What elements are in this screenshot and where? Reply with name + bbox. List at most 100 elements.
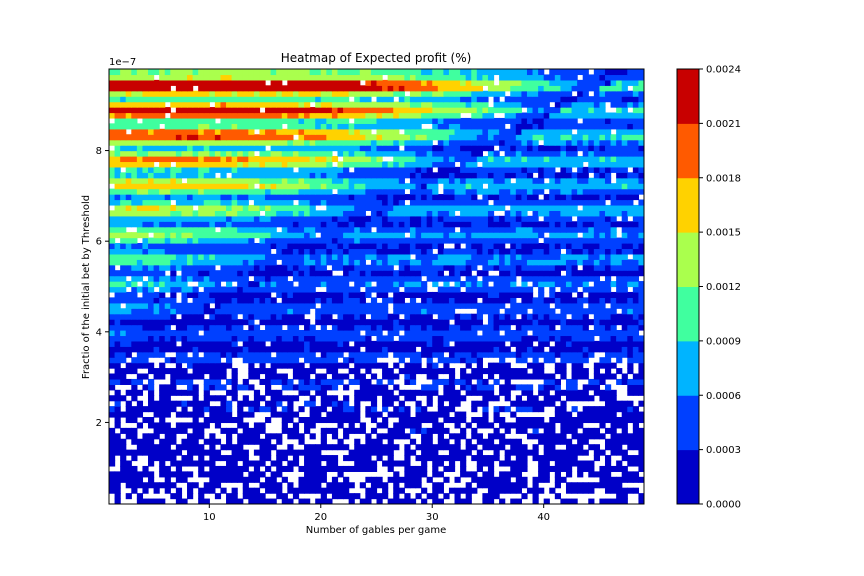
heatmap-cell	[387, 411, 394, 418]
heatmap-cell	[237, 351, 244, 358]
heatmap-cell	[493, 444, 500, 451]
heatmap-cell	[382, 232, 389, 239]
heatmap-cell	[343, 248, 350, 255]
heatmap-cell	[159, 465, 166, 472]
heatmap-cell	[432, 161, 439, 168]
heatmap-cell	[426, 177, 433, 184]
heatmap-cell	[281, 264, 288, 271]
heatmap-cell	[220, 156, 227, 163]
heatmap-cell	[409, 286, 417, 293]
heatmap-cell	[387, 373, 394, 380]
heatmap-cell	[337, 172, 344, 179]
heatmap-cell	[292, 156, 300, 163]
heatmap-cell	[125, 319, 132, 326]
heatmap-cell	[604, 411, 612, 418]
heatmap-cell	[348, 204, 355, 211]
heatmap-cell	[298, 465, 305, 472]
heatmap-cell	[476, 357, 483, 364]
heatmap-cell	[287, 460, 294, 467]
heatmap-cell	[326, 248, 333, 255]
heatmap-cell	[638, 417, 644, 424]
heatmap-cell	[136, 482, 144, 489]
heatmap-cell	[621, 335, 628, 342]
heatmap-cell	[482, 395, 489, 402]
heatmap-cell	[621, 291, 628, 298]
heatmap-cell	[376, 498, 383, 504]
heatmap-cell	[482, 498, 489, 504]
heatmap-cell	[398, 351, 405, 358]
heatmap-cell	[136, 194, 144, 201]
heatmap-cell	[164, 330, 171, 337]
heatmap-cell	[320, 313, 327, 320]
heatmap-cell	[543, 400, 550, 407]
heatmap-cell	[443, 281, 450, 288]
heatmap-cell	[170, 221, 177, 228]
heatmap-cell	[326, 319, 333, 326]
heatmap-cell	[476, 199, 483, 206]
heatmap-cell	[487, 248, 495, 255]
heatmap-cell	[604, 395, 612, 402]
heatmap-cell	[315, 161, 322, 168]
heatmap-cell	[465, 346, 472, 353]
heatmap-cell	[292, 384, 300, 391]
heatmap-cell	[231, 493, 238, 500]
heatmap-cell	[387, 455, 394, 462]
heatmap-cell	[382, 243, 389, 250]
heatmap-cell	[565, 378, 573, 385]
heatmap-cell	[348, 319, 355, 326]
heatmap-cell	[510, 444, 517, 451]
heatmap-cell	[409, 465, 417, 472]
heatmap-cell	[460, 204, 467, 211]
heatmap-cell	[315, 378, 322, 385]
heatmap-cell	[292, 286, 300, 293]
heatmap-cell	[448, 351, 456, 358]
heatmap-cell	[437, 286, 444, 293]
heatmap-cell	[192, 427, 199, 434]
heatmap-cell	[393, 204, 400, 211]
heatmap-cell	[331, 286, 339, 293]
heatmap-cell	[448, 417, 456, 424]
heatmap-cell	[343, 308, 350, 315]
heatmap-cell	[120, 199, 127, 206]
heatmap-cell	[393, 188, 400, 195]
heatmap-cell	[198, 226, 205, 233]
heatmap-cell	[153, 270, 160, 277]
heatmap-cell	[610, 406, 617, 413]
heatmap-cell	[571, 324, 578, 331]
heatmap-cell	[203, 259, 210, 266]
heatmap-cell	[376, 253, 383, 260]
heatmap-cell	[565, 482, 573, 489]
heatmap-cell	[604, 406, 612, 413]
heatmap-cell	[565, 204, 573, 211]
heatmap-cell	[331, 411, 339, 418]
heatmap-cell	[248, 183, 255, 190]
heatmap-cell	[120, 264, 127, 271]
heatmap-cell	[471, 346, 478, 353]
heatmap-cell	[136, 351, 144, 358]
heatmap-cell	[276, 482, 283, 489]
heatmap-cell	[532, 270, 539, 277]
heatmap-cell	[515, 330, 522, 337]
heatmap-cell	[120, 161, 127, 168]
heatmap-cell	[320, 324, 327, 331]
heatmap-cell	[242, 319, 249, 326]
heatmap-cell	[226, 330, 233, 337]
heatmap-cell	[370, 248, 378, 255]
heatmap-cell	[226, 411, 233, 418]
heatmap-cell	[376, 384, 383, 391]
heatmap-cell	[554, 433, 561, 440]
heatmap-cell	[376, 199, 383, 206]
heatmap-cell	[521, 373, 528, 380]
heatmap-cell	[125, 368, 132, 375]
heatmap-cell	[331, 373, 339, 380]
heatmap-cell	[287, 210, 294, 217]
heatmap-cell	[627, 346, 634, 353]
heatmap-cell	[404, 395, 411, 402]
heatmap-cell	[621, 373, 628, 380]
heatmap-cell	[109, 460, 116, 467]
heatmap-cell	[443, 357, 450, 364]
heatmap-cell	[170, 373, 177, 380]
heatmap-cell	[398, 302, 405, 309]
heatmap-cell	[409, 319, 417, 326]
heatmap-cell	[565, 194, 573, 201]
